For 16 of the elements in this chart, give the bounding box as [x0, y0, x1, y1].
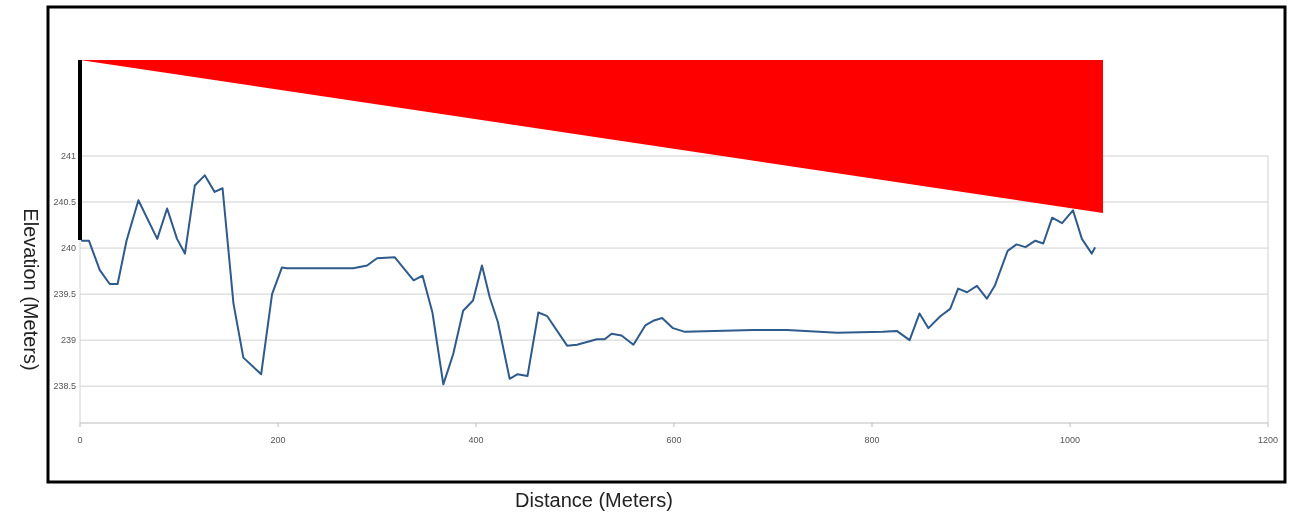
- y-tick-label: 238.5: [53, 381, 76, 392]
- x-axis-title: Distance (Meters): [515, 489, 673, 511]
- y-tick-label: 239.5: [53, 289, 76, 300]
- y-tick-label: 240.5: [53, 197, 76, 208]
- y-tick-label: 240: [60, 243, 76, 254]
- x-tick-label: 200: [270, 435, 286, 445]
- line-series: [80, 174, 1096, 386]
- x-tick-label: 1200: [1257, 435, 1279, 445]
- x-tick-label: 800: [864, 435, 880, 445]
- x-tick-label: 400: [468, 435, 484, 445]
- x-tick-label: 1000: [1059, 435, 1081, 445]
- y-axis-title: Elevation (Meters): [20, 208, 42, 371]
- x-tick-label: 0: [77, 435, 83, 445]
- y-tick-label: 239: [60, 335, 76, 346]
- y-tick-label: 241: [60, 151, 76, 161]
- x-tick-label: 600: [666, 435, 682, 445]
